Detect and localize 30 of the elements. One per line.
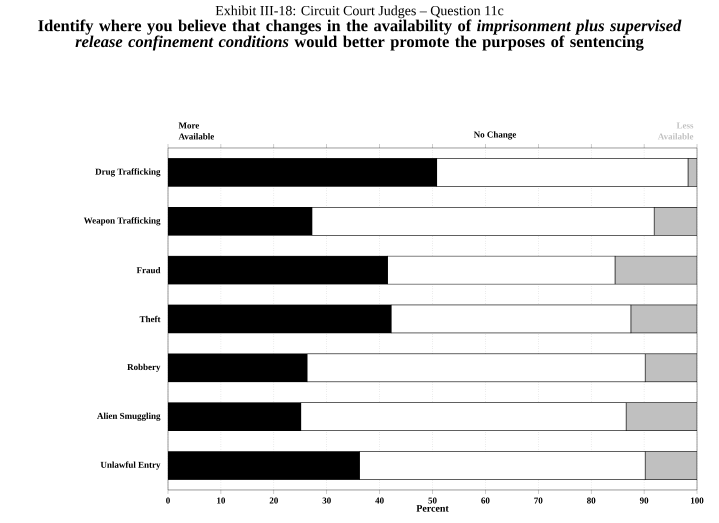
text: More Available — [178, 122, 214, 140]
x-tick-label: 50 — [428, 498, 437, 504]
y-tick-label: Theft — [140, 316, 160, 322]
chart-title: Exhibit III-18: Circuit Court Judges – Question 11c — [216, 6, 504, 18]
y-tick-label: Unlawful Entry — [100, 461, 160, 470]
bar — [654, 206, 698, 236]
text: No Change — [474, 131, 516, 140]
bar — [644, 451, 698, 480]
x-tick-label: 40 — [375, 498, 384, 504]
y-tick-label: Alien Smuggling — [97, 412, 160, 421]
x-tick-label: 0 — [166, 498, 170, 504]
bar — [644, 354, 698, 382]
x-tick-label: 10 — [217, 498, 226, 504]
y-tick-label: Robbery — [127, 364, 160, 372]
text: Less Available — [658, 122, 694, 140]
y-tick-label: Weapon Trafficking — [84, 217, 160, 226]
x-tick-label: 30 — [322, 498, 331, 504]
bar — [626, 402, 698, 431]
bar — [614, 256, 698, 284]
x-tick-label: 70 — [534, 498, 542, 504]
y-tick-label: Fraud — [136, 266, 160, 274]
text: Identify where you believe that changes in the availability of imprisonment plus supervised release confinement conditions would better promote the purposes of sentencing — [38, 20, 682, 51]
x-axis-title: Percent — [416, 505, 449, 512]
x-tick-label: 20 — [270, 498, 278, 504]
x-tick-label: 100 — [691, 498, 704, 504]
x-tick-label: 60 — [481, 498, 490, 504]
bar — [630, 304, 698, 334]
y-tick-label: Drug Trafficking — [95, 168, 160, 177]
x-tick-label: 80 — [587, 498, 596, 504]
x-tick-label: 90 — [640, 498, 648, 504]
